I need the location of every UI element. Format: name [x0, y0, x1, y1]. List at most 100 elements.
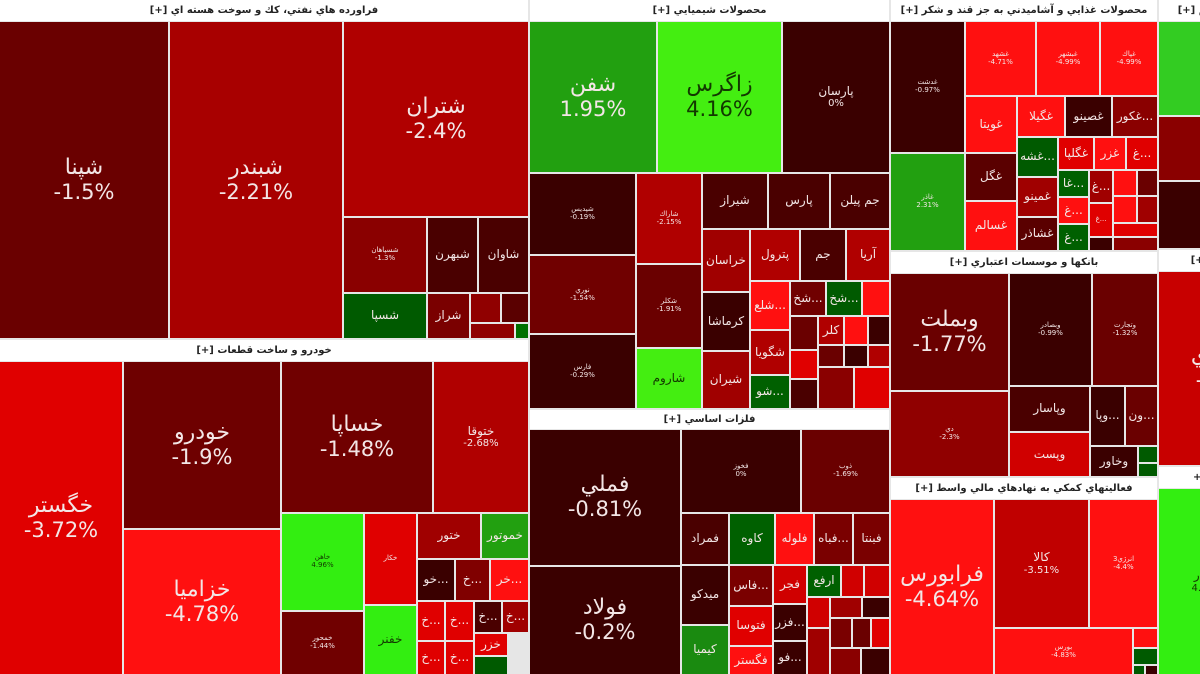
stock-tile[interactable]: وپاسار: [1010, 387, 1089, 431]
stock-tile[interactable]: ...خ: [456, 560, 489, 600]
stock-tile[interactable]: كيميا: [682, 626, 728, 674]
stock-tile[interactable]: [475, 657, 507, 674]
stock-tile[interactable]: [1114, 197, 1136, 222]
stock-tile[interactable]: [1114, 238, 1157, 250]
stock-tile[interactable]: غشهد -4.71%: [966, 22, 1035, 95]
stock-tile[interactable]: غمينو: [1018, 178, 1057, 216]
stock-tile[interactable]: فلوله: [776, 514, 813, 564]
stock-tile[interactable]: [1090, 238, 1112, 250]
stock-tile[interactable]: غگلپا: [1059, 138, 1093, 169]
stock-tile[interactable]: آريا: [847, 230, 889, 280]
stock-tile[interactable]: شپديس -0.19%: [530, 174, 635, 254]
stock-tile[interactable]: ...شخ: [791, 282, 825, 315]
stock-tile[interactable]: [862, 649, 889, 674]
stock-tile[interactable]: [819, 346, 843, 366]
stock-tile[interactable]: شسپاهان -1.3%: [344, 218, 426, 292]
stock-tile[interactable]: شاوان: [479, 218, 528, 292]
stock-tile[interactable]: كالا -3.51%: [995, 500, 1088, 627]
stock-tile[interactable]: [831, 598, 861, 617]
stock-tile[interactable]: پترول: [751, 230, 799, 280]
stock-tile[interactable]: ...خ: [418, 642, 444, 674]
stock-tile[interactable]: خمحور -1.44%: [282, 612, 363, 674]
stock-tile[interactable]: كلر: [819, 317, 843, 344]
stock-tile[interactable]: انرژي3 -4.4%: [1090, 500, 1157, 627]
stock-tile[interactable]: بورس -4.83%: [995, 629, 1132, 674]
stock-tile[interactable]: شيران: [703, 352, 749, 408]
stock-tile[interactable]: غدشت -0.97%: [891, 22, 964, 152]
stock-tile[interactable]: ذر4.9: [1159, 489, 1200, 674]
sector-title[interactable]: فعاليتهاي كمكي به نهادهاي مالي واسط [+]: [891, 478, 1157, 499]
stock-tile[interactable]: ...غا: [1059, 171, 1088, 196]
stock-tile[interactable]: ارفع: [808, 566, 840, 596]
stock-tile[interactable]: غگيلا: [1018, 97, 1064, 136]
stock-tile[interactable]: زاگرس 4.16%: [658, 22, 781, 172]
stock-tile[interactable]: [1138, 171, 1157, 195]
stock-tile[interactable]: ...فو: [774, 642, 806, 674]
stock-tile[interactable]: [869, 317, 889, 344]
stock-tile[interactable]: فرابورس -4.64%: [891, 500, 993, 674]
stock-tile[interactable]: [853, 619, 870, 647]
stock-tile[interactable]: ...غ: [1090, 204, 1112, 236]
stock-tile[interactable]: [1139, 447, 1157, 462]
stock-tile[interactable]: فخوز 0%: [682, 430, 800, 512]
stock-tile[interactable]: [831, 649, 860, 674]
stock-tile[interactable]: كرماشا: [703, 293, 749, 350]
stock-tile[interactable]: شبندر -2.21%: [170, 22, 342, 338]
stock-tile[interactable]: غويتا: [966, 97, 1016, 152]
stock-tile[interactable]: شكلر -1.91%: [637, 265, 701, 347]
stock-tile[interactable]: [855, 368, 889, 408]
stock-tile[interactable]: شپنا -1.5%: [0, 22, 168, 338]
stock-tile[interactable]: وپست: [1010, 433, 1089, 476]
stock-tile[interactable]: فجر: [774, 566, 806, 603]
stock-tile[interactable]: خموتور: [482, 514, 528, 558]
stock-tile[interactable]: پارسان 0%: [783, 22, 889, 172]
stock-tile[interactable]: شگويا: [751, 331, 789, 374]
stock-tile[interactable]: [863, 598, 889, 617]
stock-tile[interactable]: غاذر 2.31%: [891, 154, 964, 250]
stock-tile[interactable]: ميدكو: [682, 566, 728, 624]
stock-tile[interactable]: [1134, 649, 1157, 664]
stock-tile[interactable]: نوري -1.54%: [530, 256, 635, 333]
sector-title[interactable]: اجتم [+]: [1159, 0, 1200, 21]
stock-tile[interactable]: خراسان: [703, 230, 749, 291]
stock-tile[interactable]: فولاد -0.2%: [530, 567, 680, 674]
sector-title[interactable]: فراورده هاي نفتي، كك و سوخت هسته اي [+]: [0, 0, 528, 21]
stock-tile[interactable]: [791, 380, 817, 408]
stock-tile[interactable]: جم: [801, 230, 845, 280]
stock-tile[interactable]: ...غ: [1059, 225, 1088, 250]
stock-tile[interactable]: ختور: [418, 514, 480, 558]
stock-tile[interactable]: وبملت -1.77%: [891, 274, 1008, 390]
stock-tile[interactable]: ...شخ: [827, 282, 861, 315]
stock-tile[interactable]: شفن 1.95%: [530, 22, 656, 172]
sector-title[interactable]: [+]: [1159, 250, 1200, 271]
sector-title[interactable]: بانكها و موسسات اعتباري [+]: [891, 252, 1157, 273]
stock-tile[interactable]: [1114, 171, 1136, 195]
stock-tile[interactable]: ...فباه: [815, 514, 852, 564]
stock-tile[interactable]: خزاميا -4.78%: [124, 530, 280, 674]
stock-tile[interactable]: ...وپا: [1091, 387, 1124, 445]
stock-tile[interactable]: وتجارت -1.32%: [1093, 274, 1157, 385]
stock-tile[interactable]: خاهن 4.96%: [282, 514, 363, 610]
stock-tile[interactable]: [842, 566, 863, 596]
stock-tile[interactable]: [808, 629, 829, 674]
stock-tile[interactable]: غپاك -4.99%: [1101, 22, 1157, 95]
stock-tile[interactable]: [845, 346, 867, 366]
stock-tile[interactable]: [845, 317, 867, 344]
stock-tile[interactable]: [1159, 182, 1200, 248]
stock-tile[interactable]: خساپا -1.48%: [282, 362, 432, 512]
stock-tile[interactable]: شبهرن: [428, 218, 477, 292]
stock-tile[interactable]: شاروم: [637, 349, 701, 408]
stock-tile[interactable]: [791, 317, 817, 349]
stock-tile[interactable]: ...غكور: [1113, 97, 1157, 136]
stock-tile[interactable]: [1139, 464, 1157, 476]
stock-tile[interactable]: [791, 351, 817, 378]
stock-tile[interactable]: ...شو: [751, 376, 789, 408]
stock-tile[interactable]: [502, 294, 528, 322]
stock-tile[interactable]: ...خ: [446, 602, 473, 640]
stock-tile[interactable]: شراز: [428, 294, 469, 338]
stock-tile[interactable]: [1159, 22, 1200, 115]
sector-title[interactable]: محصولات غذايي و آشاميدني به جز قند و شكر…: [891, 0, 1157, 21]
stock-tile[interactable]: [1134, 629, 1157, 647]
stock-tile[interactable]: شيراز: [703, 174, 767, 228]
stock-tile[interactable]: فتوسا: [730, 607, 772, 645]
